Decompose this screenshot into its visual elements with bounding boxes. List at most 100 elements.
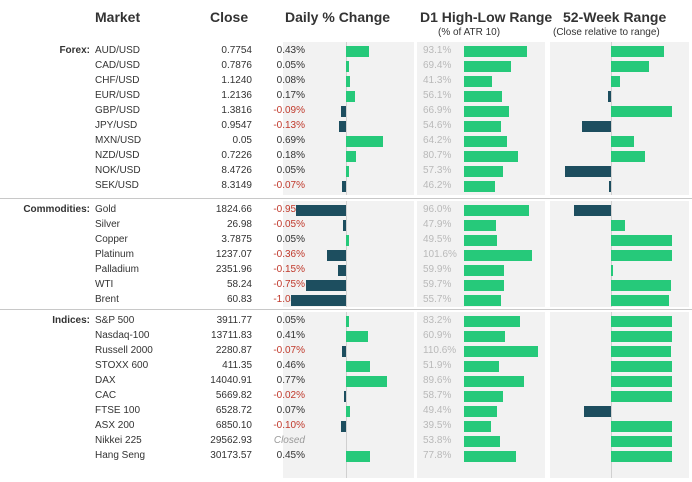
close-value: 3911.77: [216, 315, 252, 326]
market-name: WTI: [95, 279, 114, 290]
daily-change-bar: [346, 316, 349, 327]
range-bar: [464, 436, 501, 447]
range-label: 110.6%: [423, 345, 457, 356]
w52-bar: [611, 436, 672, 447]
daily-change-bar: [346, 151, 356, 162]
range-label: 41.3%: [423, 75, 452, 86]
daily-change-bar: [342, 346, 346, 357]
range-bar: [464, 316, 520, 327]
market-name: EUR/USD: [95, 90, 141, 101]
range-label: 59.7%: [423, 279, 452, 290]
range-label: 58.7%: [423, 390, 452, 401]
w52-bar: [611, 376, 672, 387]
close-value: 60.83: [226, 294, 252, 305]
daily-change-bar: [344, 391, 346, 402]
w52-bar: [565, 166, 611, 177]
daily-change-label: -0.02%: [273, 390, 305, 401]
daily-change-bar: [346, 166, 349, 177]
group-label: Indices:: [52, 315, 90, 326]
daily-change-label: 0.08%: [276, 75, 305, 86]
range-bar: [464, 331, 505, 342]
w52-bar: [611, 46, 665, 57]
close-value: 1.1240: [221, 75, 252, 86]
w52-bar: [611, 316, 672, 327]
daily-change-bar: [346, 451, 370, 462]
market-name: Platinum: [95, 249, 134, 260]
market-name: CAD/USD: [95, 60, 141, 71]
range-label: 83.2%: [423, 315, 452, 326]
daily-change-label: -0.05%: [273, 219, 305, 230]
daily-change-label: -0.07%: [273, 180, 305, 191]
close-value: 5669.82: [215, 390, 252, 401]
daily-change-bar: [346, 235, 349, 246]
market-name: Brent: [95, 294, 119, 305]
w52-bar: [611, 295, 669, 306]
w52-bar: [611, 136, 635, 147]
range-bar: [464, 205, 529, 216]
range-label: 101.6%: [423, 249, 457, 260]
daily-change-label: -0.10%: [273, 420, 305, 431]
header-52week: 52-Week Range: [563, 9, 667, 25]
range-label: 49.4%: [423, 405, 452, 416]
header-close: Close: [210, 9, 249, 25]
close-value: 29562.93: [210, 435, 252, 446]
range-bar: [464, 265, 505, 276]
daily-change-bar: [346, 136, 383, 147]
range-label: 89.6%: [423, 375, 452, 386]
w52-bar: [611, 265, 614, 276]
market-name: ASX 200: [95, 420, 135, 431]
range-label: 60.9%: [423, 330, 452, 341]
close-value: 1824.66: [215, 204, 252, 215]
w52-bar: [608, 181, 611, 192]
daily-zero-axis: [346, 201, 347, 307]
daily-change-bar: [306, 280, 346, 291]
close-value: 411.35: [222, 360, 252, 371]
range-label: 59.9%: [423, 264, 452, 275]
close-value: 0.7754: [221, 45, 252, 56]
daily-change-label: 0.17%: [276, 90, 305, 101]
daily-change-label: -0.95%: [273, 204, 305, 215]
daily-change-bar: [346, 361, 371, 372]
market-name: MXN/USD: [95, 135, 142, 146]
header-daily-change: Daily % Change: [285, 9, 391, 25]
market-name: Nasdaq-100: [95, 330, 150, 341]
range-label: 39.5%: [423, 420, 452, 431]
group-separator: [0, 198, 692, 199]
range-bar: [464, 421, 491, 432]
daily-change-bar: [341, 106, 346, 117]
w52-bar: [611, 361, 672, 372]
range-label: 54.6%: [423, 120, 452, 131]
daily-change-bar: [326, 250, 346, 261]
market-name: DAX: [95, 375, 116, 386]
daily-change-bar: [346, 61, 349, 72]
header-range-subtitle: (% of ATR 10): [438, 27, 501, 38]
range-label: 64.2%: [423, 135, 452, 146]
w52-bar: [611, 61, 649, 72]
range-bar: [464, 151, 519, 162]
daily-change-bar: [346, 331, 368, 342]
daily-change-label: 0.41%: [276, 330, 305, 341]
daily-zero-axis: [346, 312, 347, 478]
close-value: 8.3149: [221, 180, 252, 191]
daily-change-bar: [346, 376, 387, 387]
range-bar: [464, 250, 533, 261]
market-name: FTSE 100: [95, 405, 141, 416]
w52-bar: [582, 121, 611, 132]
w52-bar: [611, 106, 672, 117]
market-name: CAC: [95, 390, 117, 401]
range-bar: [464, 136, 508, 147]
w52-bar: [611, 421, 672, 432]
range-bar: [464, 295, 502, 306]
w52-bar: [611, 280, 671, 291]
market-name: Hang Seng: [95, 450, 146, 461]
market-name: CHF/USD: [95, 75, 140, 86]
w52-bar: [611, 391, 672, 402]
market-name: Copper: [95, 234, 128, 245]
w52-bar: [607, 91, 611, 102]
close-value: 30173.57: [210, 450, 252, 461]
range-label: 77.8%: [423, 450, 452, 461]
range-bar: [464, 181, 496, 192]
daily-change-label: -1.04%: [273, 294, 305, 305]
market-name: Silver: [95, 219, 121, 230]
close-value: 26.98: [226, 219, 252, 230]
